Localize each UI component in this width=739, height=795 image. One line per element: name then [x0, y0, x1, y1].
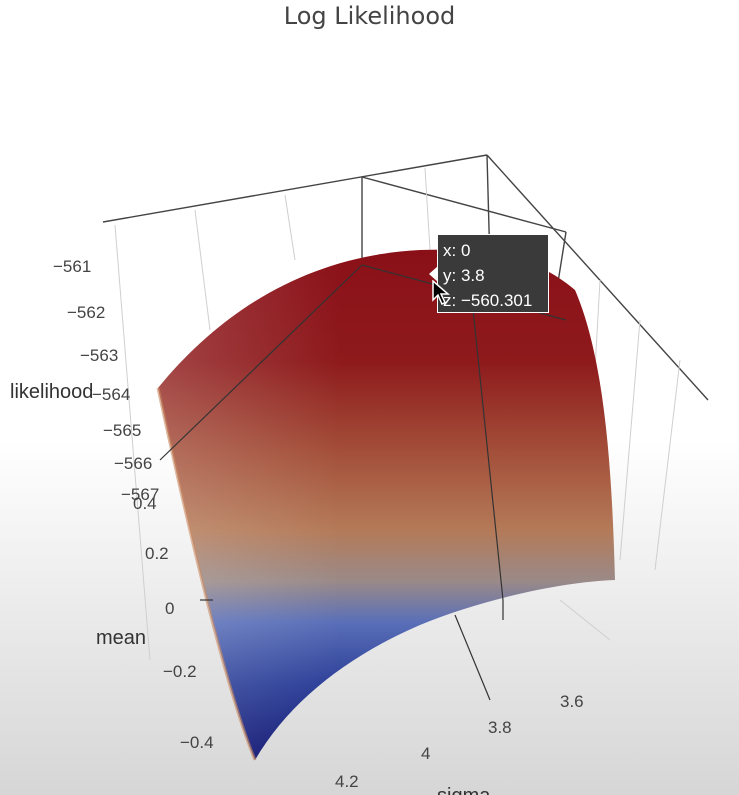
x-axis-ticks: 0.4 0.2 0 −0.2 −0.4	[133, 494, 214, 752]
z-tick-1: −562	[67, 303, 105, 322]
z-tick-4: −565	[103, 421, 141, 440]
z-axis-ticks: −561 −562 −563 −564 −565 −566 −567	[53, 257, 159, 504]
x-tick-1: 0.2	[145, 544, 169, 563]
frame-edge-back	[361, 176, 567, 233]
z-tick-0: −561	[53, 257, 91, 276]
x-tick-0: 0.4	[133, 494, 157, 513]
z-tick-2: −563	[80, 346, 118, 365]
y-tick-1: 3.8	[488, 718, 512, 737]
hover-tooltip: x: 0 y: 3.8 z: −560.301	[437, 234, 549, 313]
likelihood-surface[interactable]	[156, 249, 615, 761]
tooltip-x: x: 0	[443, 241, 471, 260]
y-tick-2: 4	[421, 744, 430, 763]
chart-title: Log Likelihood	[283, 2, 456, 30]
tooltip-y: y: 3.8	[443, 266, 485, 285]
x-tick-4: −0.4	[180, 733, 214, 752]
y-axis-ticks: 3.6 3.8 4 4.2	[335, 692, 584, 791]
frame-edge-right-top	[486, 154, 709, 401]
scene-frame	[102, 154, 709, 401]
z-tick-6: −567	[121, 485, 159, 504]
frame-edge-top	[102, 154, 488, 223]
mouse-cursor-icon	[432, 280, 450, 306]
tooltip-z: z: −560.301	[443, 291, 533, 310]
y-axis-title: sigma	[437, 785, 491, 795]
surface-edge-left	[156, 387, 257, 761]
x-axis-title: mean	[96, 627, 146, 649]
z-tick-5: −566	[114, 454, 152, 473]
tooltip-arrow	[429, 266, 438, 282]
z-tick-3: −564	[92, 385, 130, 404]
y-tick-0: 3.6	[560, 692, 584, 711]
z-axis-title: likelihood	[10, 381, 93, 403]
y-tick-3: 4.2	[335, 772, 359, 791]
x-tick-2: 0	[165, 599, 174, 618]
x-tick-3: −0.2	[163, 662, 197, 681]
